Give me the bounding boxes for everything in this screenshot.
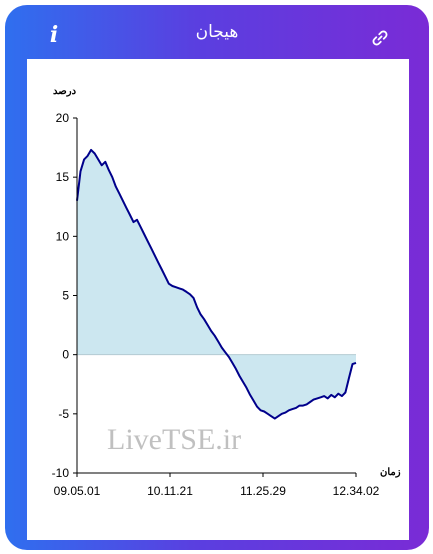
card-title: هیجان	[195, 22, 239, 42]
plot-area: 20 15 10 5 0 -5 -10 09.05.01 10.11.21 11.25.29 12.…	[52, 111, 380, 498]
link-icon[interactable]	[371, 29, 389, 47]
info-icon[interactable]: i	[49, 22, 59, 48]
y-tick-label: 20	[56, 111, 70, 125]
y-tick-label: -5	[58, 407, 69, 421]
y-tick-label: 5	[62, 289, 69, 303]
y-axis-label: درصد	[53, 86, 77, 97]
chart-svg: درصد زمان LiveTSE.ir 20 15 10 5 0 -5 -10 09.05.…	[52, 86, 401, 498]
chart-panel: درصد زمان LiveTSE.ir 20 15 10 5 0 -5 -10 09.05.…	[27, 59, 409, 540]
card-header: i هیجان	[5, 5, 429, 61]
area-fill	[77, 149, 356, 419]
watermark: LiveTSE.ir	[107, 423, 241, 456]
y-tick-label: -10	[52, 466, 70, 480]
series-line	[76, 148, 357, 420]
chart-card: i هیجان درصد زمان LiveTSE.ir 20 15 10 5 0 -5 -…	[5, 5, 429, 550]
x-tick-label: 09.05.01	[54, 484, 101, 498]
y-tick-label: 0	[62, 348, 69, 362]
y-tick-label: 10	[56, 229, 70, 243]
x-tick-label: 11.25.29	[240, 484, 286, 498]
x-axis-label: زمان	[380, 467, 401, 478]
y-tick-label: 15	[56, 170, 70, 184]
x-tick-label: 12.34.02	[333, 484, 380, 498]
x-tick-label: 10.11.21	[147, 484, 193, 498]
